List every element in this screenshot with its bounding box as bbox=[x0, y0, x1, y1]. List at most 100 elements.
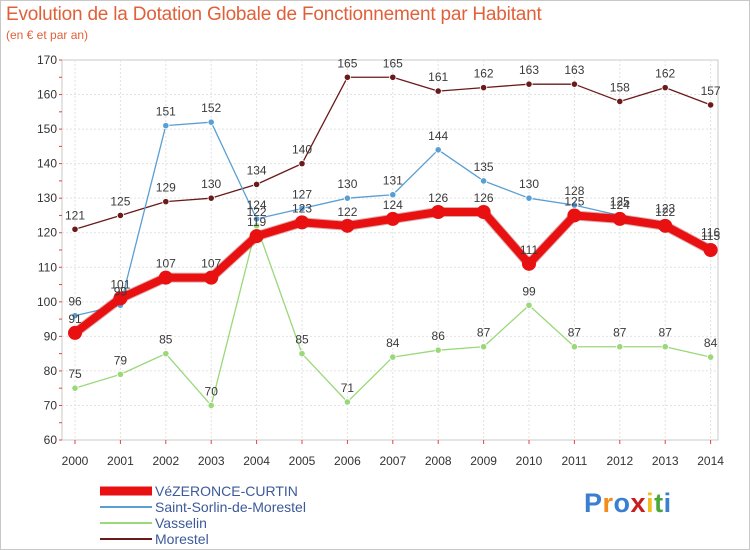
data-label-saint-sorlin-de-morestel: 96 bbox=[68, 295, 82, 309]
data-label-morestel: 129 bbox=[156, 181, 176, 195]
data-label-saint-sorlin-de-morestel: 135 bbox=[474, 160, 494, 174]
data-label-vasselin: 85 bbox=[295, 333, 309, 347]
data-label-v-zeronce-curtin: 124 bbox=[610, 198, 630, 212]
y-tick-label: 80 bbox=[44, 364, 58, 378]
data-point-morestel bbox=[298, 160, 306, 168]
y-tick-label: 110 bbox=[38, 260, 57, 274]
legend-label-vezeronce: VéZERONCE-CURTIN bbox=[155, 483, 298, 499]
legend-swatch-vezeronce bbox=[100, 486, 152, 496]
data-label-vasselin: 84 bbox=[386, 336, 400, 350]
data-point-morestel bbox=[162, 198, 170, 206]
data-label-saint-sorlin-de-morestel: 131 bbox=[383, 174, 403, 188]
y-tick-label: 140 bbox=[37, 157, 57, 171]
data-point-morestel bbox=[661, 84, 669, 92]
data-point-saint-sorlin-de-morestel bbox=[71, 312, 79, 320]
data-label-v-zeronce-curtin: 123 bbox=[292, 201, 312, 215]
data-label-morestel: 163 bbox=[519, 63, 539, 77]
data-point-v-zeronce-curtin bbox=[158, 270, 173, 285]
y-tick-label: 70 bbox=[44, 398, 58, 412]
data-point-vasselin bbox=[343, 398, 351, 406]
data-point-vasselin bbox=[434, 346, 442, 354]
data-point-saint-sorlin-de-morestel bbox=[525, 194, 533, 202]
data-label-v-zeronce-curtin: 124 bbox=[383, 198, 403, 212]
data-point-vasselin bbox=[253, 222, 261, 230]
data-label-v-zeronce-curtin: 115 bbox=[701, 229, 720, 243]
data-label-saint-sorlin-de-morestel: 152 bbox=[201, 101, 221, 115]
x-axis: 2000 2001 2002 2003 2004 2005 2006 2007 2008 2009… bbox=[62, 440, 724, 468]
data-label-saint-sorlin-de-morestel: 124 bbox=[247, 198, 267, 212]
data-point-v-zeronce-curtin bbox=[295, 215, 309, 230]
data-label-vasselin: 87 bbox=[477, 326, 491, 340]
data-label-v-zeronce-curtin: 122 bbox=[337, 205, 357, 219]
data-label-morestel: 121 bbox=[65, 208, 85, 222]
data-point-vasselin bbox=[661, 343, 669, 351]
legend-swatch-vasselin bbox=[100, 522, 152, 524]
x-tick-label: 2011 bbox=[561, 454, 587, 468]
x-tick-label: 2002 bbox=[152, 454, 179, 468]
data-point-v-zeronce-curtin bbox=[204, 270, 219, 285]
x-tick-label: 2003 bbox=[198, 454, 225, 468]
data-point-vasselin bbox=[389, 353, 397, 361]
data-label-saint-sorlin-de-morestel: 128 bbox=[564, 184, 584, 198]
data-point-v-zeronce-curtin bbox=[68, 325, 82, 340]
data-labels: 121 125 129 130 134 140 165 165 161 162 163 163 158 1… bbox=[65, 56, 721, 398]
data-label-morestel: 163 bbox=[564, 63, 584, 77]
x-tick-label: 2014 bbox=[697, 454, 724, 468]
data-label-v-zeronce-curtin: 122 bbox=[655, 205, 675, 219]
data-point-v-zeronce-curtin bbox=[476, 205, 491, 219]
data-label-vasselin: 70 bbox=[205, 384, 219, 398]
data-label-morestel: 165 bbox=[337, 56, 357, 70]
data-point-morestel bbox=[253, 180, 261, 188]
data-point-v-zeronce-curtin bbox=[431, 205, 446, 219]
data-label-saint-sorlin-de-morestel: 144 bbox=[428, 129, 448, 143]
logo-letter: P bbox=[584, 488, 603, 518]
data-label-v-zeronce-curtin: 107 bbox=[156, 257, 176, 271]
data-point-vasselin bbox=[706, 353, 715, 361]
data-label-vasselin: 79 bbox=[114, 353, 128, 367]
data-point-v-zeronce-curtin bbox=[703, 243, 718, 257]
data-label-saint-sorlin-de-morestel: 130 bbox=[337, 177, 357, 191]
proxiti-logo: Proxiti bbox=[584, 488, 672, 519]
data-label-saint-sorlin-de-morestel: 125 bbox=[610, 194, 630, 208]
data-label-morestel: 162 bbox=[474, 67, 494, 81]
x-tick-label: 2006 bbox=[334, 454, 361, 468]
x-tick-label: 2008 bbox=[425, 454, 452, 468]
data-point-v-zeronce-curtin bbox=[612, 211, 627, 226]
legend-swatch-morestel bbox=[100, 538, 152, 540]
data-point-morestel bbox=[207, 194, 215, 202]
logo-letter: r bbox=[602, 488, 614, 518]
x-tick-label: 2001 bbox=[107, 454, 134, 468]
y-tick-label: 90 bbox=[44, 329, 58, 343]
data-label-vasselin: 87 bbox=[659, 326, 673, 340]
data-point-saint-sorlin-de-morestel bbox=[162, 122, 170, 130]
data-label-morestel: 134 bbox=[247, 163, 267, 177]
data-label-morestel: 157 bbox=[701, 84, 721, 98]
data-point-vasselin bbox=[479, 343, 488, 351]
chart-subtitle: (en € et par an) bbox=[6, 28, 89, 42]
logo-letter: t bbox=[654, 488, 664, 518]
data-point-morestel bbox=[479, 84, 488, 92]
data-label-vasselin: 71 bbox=[341, 381, 355, 395]
data-point-morestel bbox=[525, 80, 533, 88]
data-label-vasselin: 85 bbox=[159, 333, 173, 347]
data-label-saint-sorlin-de-morestel: 116 bbox=[701, 226, 720, 240]
data-point-v-zeronce-curtin bbox=[340, 218, 355, 233]
data-label-vasselin: 75 bbox=[68, 367, 82, 381]
y-tick-label: 130 bbox=[37, 191, 57, 205]
x-tick-label: 2004 bbox=[243, 454, 270, 468]
data-label-morestel: 125 bbox=[110, 194, 130, 208]
logo-letter: i bbox=[663, 488, 672, 518]
y-axis: 60 70 80 90 100 110 120 130 140 150 160 170 bbox=[37, 53, 62, 447]
series-lines bbox=[68, 73, 718, 410]
data-point-v-zeronce-curtin bbox=[567, 208, 582, 223]
legend-swatch-saint-sorlin bbox=[100, 506, 152, 508]
data-label-v-zeronce-curtin: 111 bbox=[520, 243, 539, 257]
data-point-morestel bbox=[434, 87, 442, 95]
y-tick-label: 160 bbox=[37, 88, 57, 102]
data-point-saint-sorlin-de-morestel bbox=[253, 215, 261, 223]
data-label-morestel: 161 bbox=[428, 70, 448, 84]
data-point-v-zeronce-curtin bbox=[658, 218, 673, 233]
logo-letter: o bbox=[613, 488, 631, 518]
data-label-saint-sorlin-de-morestel: 123 bbox=[655, 201, 675, 215]
